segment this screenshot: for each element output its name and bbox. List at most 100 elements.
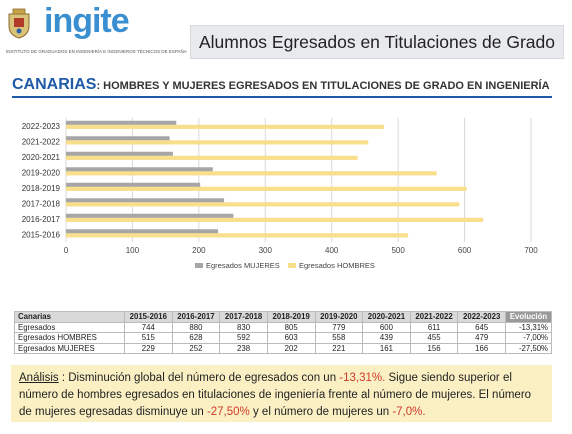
bar-hombres xyxy=(66,202,460,207)
analysis-value: -13,31%. xyxy=(339,372,386,384)
table-cell: 830 xyxy=(219,321,268,333)
y-tick-label: 2021-2022 xyxy=(22,137,61,146)
analysis-text: y el número de mujeres un xyxy=(249,406,393,418)
x-tick-label: 700 xyxy=(524,246,538,255)
table-cell: 880 xyxy=(171,321,221,333)
bars xyxy=(66,120,484,238)
title-rule xyxy=(12,96,552,98)
x-tick-label: 200 xyxy=(192,246,206,255)
table-cell: 592 xyxy=(219,332,268,344)
table-cell: Egresados xyxy=(14,321,125,333)
axis-labels: 0 100 200 300 400 500 600 700 2015-2016 2016-2017… xyxy=(22,122,538,255)
table-header: 2020-2021 xyxy=(362,311,411,323)
table-header: 2015-2016 xyxy=(124,311,173,323)
brand-name: ingite xyxy=(44,2,130,40)
table-cell: 455 xyxy=(409,332,459,344)
table-header-row: Canarias 2015-2016 2016-2017 2017-2018 2… xyxy=(14,311,552,323)
table-cell: 779 xyxy=(314,321,364,333)
table-cell: -7,00% xyxy=(505,332,552,344)
x-tick-label: 500 xyxy=(391,246,405,255)
chart-subtitle: CANARIAS: HOMBRES Y MUJERES EGRESADOS EN… xyxy=(12,76,550,94)
bar-hombres xyxy=(66,124,385,129)
table-cell: Egresados HOMBRES xyxy=(14,332,125,344)
page-title: Alumnos Egresados en Titulaciones de Gra… xyxy=(190,25,564,59)
table-cell: 558 xyxy=(314,332,364,344)
table-cell: 603 xyxy=(266,332,316,344)
table-header: 2017-2018 xyxy=(219,311,268,323)
y-tick-label: 2016-2017 xyxy=(22,215,61,224)
bar-mujeres xyxy=(66,136,170,141)
x-tick-label: 100 xyxy=(126,246,140,255)
bar-mujeres xyxy=(66,182,201,187)
y-tick-label: 2018-2019 xyxy=(22,184,61,193)
bar-hombres xyxy=(66,217,484,222)
table-cell: 202 xyxy=(266,342,316,354)
analysis-value: -27,50% xyxy=(206,406,250,418)
table-cell: 515 xyxy=(124,332,173,344)
legend-swatch-mujeres xyxy=(195,263,203,268)
table-cell: 645 xyxy=(457,321,506,333)
table-cell: 166 xyxy=(457,342,506,354)
table-row: Egresados 744 880 830 805 779 600 611 64… xyxy=(14,321,552,333)
table-cell: 744 xyxy=(124,321,173,333)
analysis-text: Sigue siendo superior el número de hombr… xyxy=(19,372,532,418)
legend-label-mujeres: Egresados MUJERES xyxy=(206,261,280,270)
table-header: 2019-2020 xyxy=(314,311,364,323)
y-tick-label: 2019-2020 xyxy=(22,168,61,177)
table-cell: 156 xyxy=(409,342,459,354)
bar-mujeres xyxy=(66,229,219,234)
legend: Egresados MUJERES Egresados HOMBRES xyxy=(195,261,375,270)
table-cell: Egresados MUJERES xyxy=(14,342,125,354)
legend-label-hombres: Egresados HOMBRES xyxy=(299,261,375,270)
table-header: 2016-2017 xyxy=(171,311,221,323)
bar-mujeres xyxy=(66,167,213,172)
y-tick-label: 2020-2021 xyxy=(22,153,61,162)
table-row: Egresados HOMBRES 515 628 592 603 558 43… xyxy=(14,332,552,344)
table-cell: 252 xyxy=(171,342,221,354)
x-tick-label: 300 xyxy=(259,246,273,255)
table-cell: 221 xyxy=(314,342,364,354)
table-header: 2021-2022 xyxy=(409,311,459,323)
table-cell: 479 xyxy=(457,332,506,344)
coat-of-arms-icon xyxy=(8,8,30,39)
analysis-value: -7,0%. xyxy=(392,406,426,418)
bar-mujeres xyxy=(66,213,234,218)
bar-hombres xyxy=(66,140,369,145)
bar-hombres xyxy=(66,233,409,238)
table-cell: 805 xyxy=(266,321,316,333)
table-row: Egresados MUJERES 229 252 238 202 221 16… xyxy=(14,342,552,354)
table-cell: 439 xyxy=(362,332,411,344)
y-tick-label: 2022-2023 xyxy=(22,122,61,131)
legend-swatch-hombres xyxy=(288,263,296,268)
table-header: 2018-2019 xyxy=(266,311,316,323)
x-tick-label: 600 xyxy=(458,246,472,255)
table-cell: 628 xyxy=(171,332,221,344)
bar-mujeres xyxy=(66,151,173,156)
bar-hombres xyxy=(66,155,358,160)
x-tick-label: 0 xyxy=(64,246,69,255)
table-cell: 611 xyxy=(409,321,459,333)
brand-tagline: INSTITUTO DE GRADUADOS EN INGENIERÍA E I… xyxy=(6,49,187,54)
analysis-box: Análisis : Disminución global del número… xyxy=(11,365,552,422)
bar-mujeres xyxy=(66,198,225,203)
logo: ingite INSTITUTO DE GRADUADOS EN INGENIE… xyxy=(4,2,187,56)
analysis-label: Análisis xyxy=(19,372,59,384)
analysis-text: : Disminución global del número de egres… xyxy=(58,372,340,384)
table-cell: -13,31% xyxy=(505,321,552,333)
data-table: Canarias 2015-2016 2016-2017 2017-2018 2… xyxy=(14,311,552,354)
table-cell: 161 xyxy=(362,342,411,354)
table-cell: 229 xyxy=(124,342,173,354)
x-tick-label: 400 xyxy=(325,246,339,255)
table-header: Canarias xyxy=(14,311,125,323)
table-cell: 238 xyxy=(219,342,268,354)
y-tick-label: 2017-2018 xyxy=(22,199,61,208)
bar-hombres xyxy=(66,171,437,176)
table-cell: -27,50% xyxy=(505,342,552,354)
region-name: CANARIAS xyxy=(12,76,97,93)
table-header: 2022-2023 xyxy=(457,311,506,323)
bar-mujeres xyxy=(66,120,177,125)
subtitle-text: : HOMBRES Y MUJERES EGRESADOS EN TITULAC… xyxy=(96,80,550,92)
table-cell: 600 xyxy=(362,321,411,333)
y-tick-label: 2015-2016 xyxy=(22,230,61,239)
bar-hombres xyxy=(66,186,467,191)
